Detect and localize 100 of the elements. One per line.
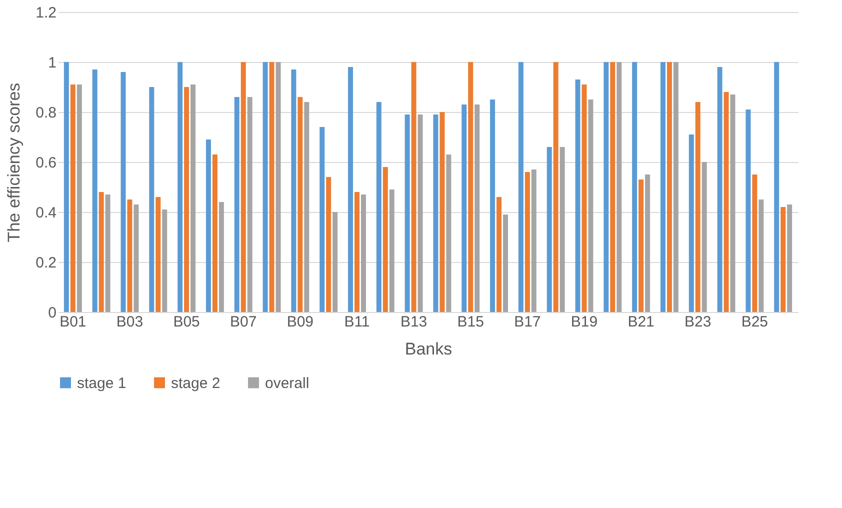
bar bbox=[502, 214, 508, 312]
x-tick-label: B07 bbox=[230, 314, 257, 330]
bar bbox=[673, 62, 678, 312]
bar bbox=[774, 62, 780, 312]
bar bbox=[418, 114, 423, 312]
x-tick-label: B09 bbox=[286, 314, 314, 330]
bar bbox=[134, 204, 139, 312]
bar bbox=[304, 102, 310, 312]
bar bbox=[76, 84, 82, 312]
bar bbox=[262, 62, 268, 312]
y-tick-label: 0.6 bbox=[36, 154, 56, 172]
x-tick-label: B03 bbox=[116, 314, 144, 330]
bar bbox=[462, 104, 467, 312]
bar bbox=[717, 67, 722, 312]
bar bbox=[632, 62, 638, 312]
bar bbox=[746, 110, 751, 312]
bar bbox=[120, 72, 126, 312]
x-tick-label: B17 bbox=[514, 314, 541, 330]
bar bbox=[660, 62, 666, 312]
legend-label: overall bbox=[265, 374, 310, 392]
bar bbox=[389, 190, 394, 312]
bar bbox=[546, 147, 552, 312]
bar bbox=[234, 97, 240, 312]
bar bbox=[382, 167, 388, 312]
bar bbox=[348, 67, 354, 312]
bar bbox=[332, 212, 338, 312]
bar bbox=[666, 62, 672, 312]
bar bbox=[440, 112, 445, 312]
bar bbox=[474, 104, 480, 312]
x-axis-title: Banks bbox=[404, 340, 452, 358]
bar bbox=[206, 140, 211, 312]
bar bbox=[730, 94, 736, 312]
x-tick-label: B19 bbox=[570, 314, 598, 330]
bar bbox=[610, 62, 616, 312]
bar bbox=[604, 62, 609, 312]
bar bbox=[496, 197, 502, 312]
bar bbox=[638, 180, 644, 312]
bar bbox=[702, 162, 707, 312]
bar bbox=[178, 62, 183, 312]
bar bbox=[269, 62, 274, 312]
bar bbox=[787, 204, 792, 312]
bar bbox=[70, 84, 76, 312]
bar bbox=[190, 84, 196, 312]
y-tick-label: 1 bbox=[48, 54, 56, 72]
y-tick-label: 0.8 bbox=[36, 104, 56, 122]
legend-label: stage 2 bbox=[171, 374, 220, 392]
bar bbox=[582, 84, 587, 312]
bar bbox=[360, 194, 366, 312]
bar bbox=[98, 192, 104, 312]
bar bbox=[127, 200, 132, 312]
bar bbox=[411, 62, 416, 312]
legend-label: stage 1 bbox=[77, 374, 126, 392]
x-tick-label: B25 bbox=[741, 314, 768, 330]
bar bbox=[695, 102, 700, 312]
bar bbox=[553, 62, 558, 312]
bar bbox=[276, 62, 281, 312]
bar bbox=[184, 87, 190, 312]
bar bbox=[724, 92, 729, 312]
bar bbox=[218, 202, 224, 312]
bar bbox=[376, 102, 382, 312]
bar bbox=[433, 114, 438, 312]
bar bbox=[518, 62, 524, 312]
bar bbox=[588, 100, 594, 312]
bar bbox=[524, 172, 530, 312]
bar bbox=[575, 80, 580, 312]
bar bbox=[688, 134, 694, 312]
bar bbox=[105, 194, 110, 312]
bar bbox=[298, 97, 303, 312]
bar bbox=[752, 174, 758, 312]
bar bbox=[404, 114, 410, 312]
x-tick-label: B11 bbox=[344, 314, 370, 330]
bar bbox=[354, 192, 360, 312]
bar bbox=[212, 154, 218, 312]
bar bbox=[468, 62, 474, 312]
bar bbox=[758, 200, 764, 312]
x-tick-label: B13 bbox=[400, 314, 428, 330]
x-tick-label: B05 bbox=[173, 314, 200, 330]
bar bbox=[780, 207, 786, 312]
bar bbox=[291, 70, 296, 312]
y-tick-label: 0 bbox=[48, 304, 56, 322]
y-tick-label: 0.2 bbox=[36, 254, 56, 272]
bar bbox=[560, 147, 565, 312]
bar bbox=[446, 154, 452, 312]
bar bbox=[326, 177, 332, 312]
x-tick-label: B21 bbox=[628, 314, 654, 330]
bar bbox=[320, 127, 325, 312]
y-axis-title: The efficiency scores bbox=[4, 82, 24, 242]
bar bbox=[64, 62, 69, 312]
x-tick-label: B23 bbox=[684, 314, 712, 330]
bar bbox=[92, 70, 98, 312]
bar bbox=[162, 210, 168, 312]
bar bbox=[156, 197, 161, 312]
bar bbox=[149, 87, 154, 312]
bar bbox=[645, 174, 650, 312]
bar bbox=[616, 62, 622, 312]
bar bbox=[240, 62, 246, 312]
bar bbox=[490, 100, 496, 312]
y-tick-label: 0.4 bbox=[36, 204, 56, 222]
bar bbox=[247, 97, 252, 312]
y-tick-label: 1.2 bbox=[36, 4, 56, 22]
